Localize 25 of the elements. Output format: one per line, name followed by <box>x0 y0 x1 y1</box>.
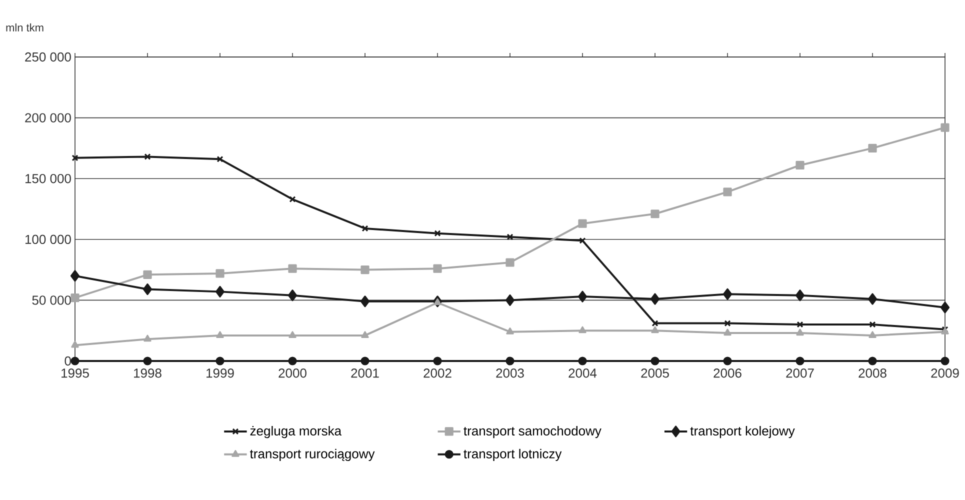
x-tick-label: 1995 <box>62 368 89 378</box>
x-tick-label: 2004 <box>568 368 597 378</box>
y-tick-label: 100 000 <box>25 234 71 244</box>
y-tick-label: 200 000 <box>25 113 71 122</box>
x-tick-label: 2005 <box>641 368 669 378</box>
legend-label: transport lotniczy <box>464 448 562 462</box>
x-tick-label: 2000 <box>278 368 306 378</box>
x-tick-label: 2007 <box>786 368 814 378</box>
x-tick-label: 2008 <box>858 368 886 378</box>
x-tick-label: 2003 <box>496 368 524 378</box>
legend-label: transport rurociągowy <box>250 448 375 462</box>
x-tick-label: 2002 <box>424 368 452 378</box>
y-axis-title: mln tkm <box>6 23 44 32</box>
legend-label: transport samochodowy <box>464 426 602 438</box>
legend-label: transport kolejowy <box>690 426 795 438</box>
x-tick-label: 1998 <box>134 368 162 378</box>
x-tick-label: 1999 <box>206 368 234 378</box>
x-tick-label: 2006 <box>714 368 742 378</box>
y-tick-label: 150 000 <box>25 174 71 184</box>
y-tick-label: 250 000 <box>25 52 71 62</box>
x-tick-label: 2001 <box>351 368 379 378</box>
y-tick-label: 0 <box>64 356 71 366</box>
x-tick-label: 2009 <box>931 368 959 378</box>
y-tick-label: 50 000 <box>32 296 71 305</box>
legend-label: żegluga morska <box>250 426 342 438</box>
